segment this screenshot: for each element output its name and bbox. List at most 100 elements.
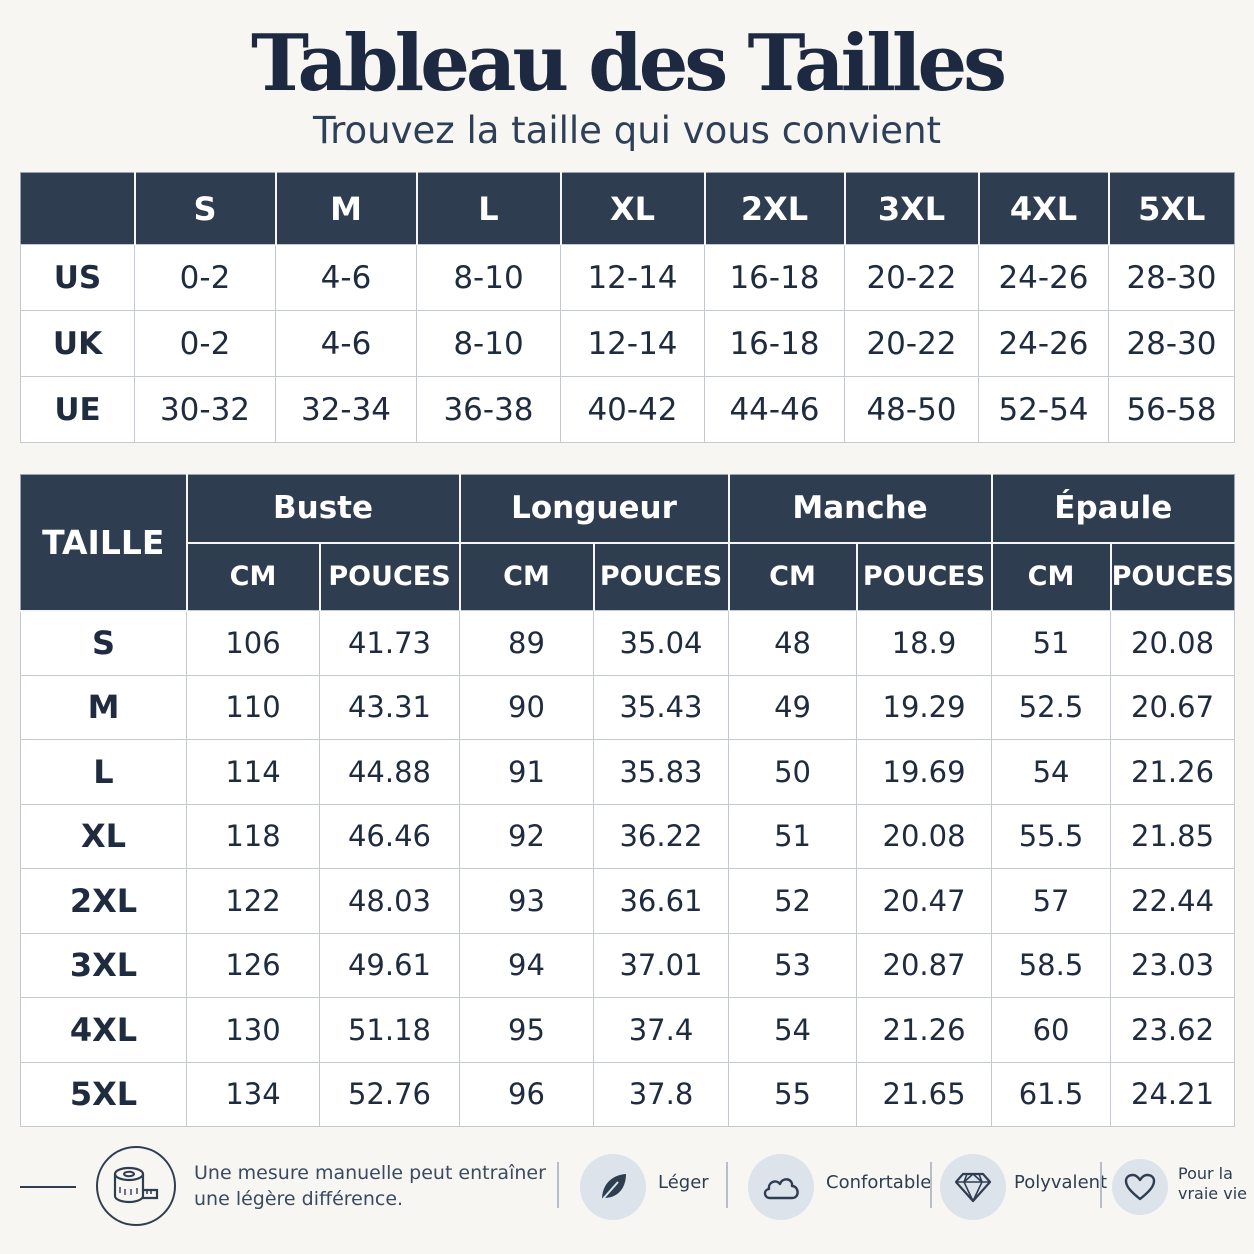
table-cell: 130 (186, 997, 320, 1063)
divider (1100, 1162, 1102, 1208)
table-cell: 36.61 (592, 868, 730, 934)
table-row: UK 0-2 4-6 8-10 12-14 16-18 20-22 24-26 … (20, 310, 1235, 377)
table-cell: 12-14 (560, 244, 705, 311)
table-cell: 61.5 (991, 1061, 1112, 1127)
column-header: 5XL (1108, 172, 1235, 245)
column-header: 2XL (704, 172, 846, 245)
corner-cell (20, 172, 136, 245)
table-cell: 51.18 (319, 997, 460, 1063)
size-label: 2XL (20, 868, 187, 934)
table-cell: 52 (728, 868, 858, 934)
tape-measure-icon (96, 1146, 176, 1226)
table-row: US 0-2 4-6 8-10 12-14 16-18 20-22 24-26 … (20, 244, 1235, 311)
unit-header-cm: CM (459, 542, 595, 611)
table-cell: 20.08 (856, 803, 993, 869)
table-cell: 21.65 (856, 1061, 993, 1127)
column-header: S (134, 172, 277, 245)
size-column-header: TAILLE (20, 474, 188, 612)
table-row: 3XL 126 49.61 94 37.01 53 20.87 58.5 23.03 (20, 932, 1236, 998)
table-cell: 122 (186, 868, 320, 934)
table-cell: 43.31 (319, 674, 460, 740)
page-subtitle: Trouvez la taille qui vous convient (312, 109, 942, 152)
table-cell: 24-26 (978, 310, 1109, 377)
table-cell: 37.8 (592, 1061, 730, 1127)
table-cell: 35.04 (592, 610, 730, 676)
table-cell: 35.83 (592, 739, 730, 805)
table-cell: 21.26 (856, 997, 993, 1063)
table-cell: 19.69 (856, 739, 993, 805)
leaf-icon (580, 1154, 646, 1220)
table-cell: 20-22 (844, 244, 979, 311)
feature-label-line: Pour la (1178, 1164, 1233, 1183)
table-cell: 94 (459, 932, 594, 998)
table-cell: 4-6 (275, 310, 417, 377)
column-header: 4XL (978, 172, 1110, 245)
table-cell: 93 (459, 868, 594, 934)
feature-label-real-life: Pour la vraie vie (1178, 1164, 1247, 1204)
footer: Une mesure manuelle peut entraîner une l… (0, 1140, 1254, 1240)
size-label: M (20, 674, 187, 740)
size-label: 4XL (20, 997, 187, 1063)
table-cell: 56-58 (1108, 376, 1235, 443)
divider (930, 1162, 932, 1208)
table-cell: 46.46 (319, 803, 460, 869)
table-cell: 51 (728, 803, 858, 869)
table-cell: 44.88 (319, 739, 460, 805)
table-row: 2XL 122 48.03 93 36.61 52 20.47 57 22.44 (20, 868, 1236, 934)
table-cell: 0-2 (134, 244, 276, 311)
table-cell: 48-50 (844, 376, 979, 443)
table-cell: 32-34 (275, 376, 417, 443)
column-header: M (275, 172, 418, 245)
table-cell: 21.85 (1110, 803, 1236, 869)
table-cell: 36.22 (592, 803, 730, 869)
group-header-sleeve: Manche (728, 474, 993, 544)
divider (20, 1186, 76, 1188)
measurement-note: Une mesure manuelle peut entraîner une l… (194, 1160, 546, 1212)
unit-header-cm: CM (728, 542, 858, 611)
table-row: 4XL 130 51.18 95 37.4 54 21.26 60 23.62 (20, 997, 1236, 1063)
column-header: L (416, 172, 562, 245)
table-cell: 20.08 (1110, 610, 1236, 676)
table-cell: 110 (186, 674, 320, 740)
table-cell: 60 (991, 997, 1112, 1063)
unit-header-cm: CM (186, 542, 321, 611)
table-cell: 24.21 (1110, 1061, 1236, 1127)
unit-header-cm: CM (991, 542, 1112, 611)
table-cell: 118 (186, 803, 320, 869)
column-header: XL (560, 172, 706, 245)
page-title: Tableau des Tailles (250, 18, 1007, 109)
table-cell: 54 (991, 739, 1112, 805)
table-cell: 4-6 (275, 244, 417, 311)
divider (726, 1162, 728, 1208)
diamond-icon (940, 1154, 1006, 1220)
table-row: XL 118 46.46 92 36.22 51 20.08 55.5 21.85 (20, 803, 1236, 869)
feature-label-versatile: Polyvalent (1014, 1172, 1108, 1193)
table-cell: 52.5 (991, 674, 1112, 740)
heart-icon (1112, 1159, 1168, 1215)
table-cell: 40-42 (560, 376, 705, 443)
table-cell: 16-18 (704, 244, 845, 311)
table-cell: 55 (728, 1061, 858, 1127)
size-label: 5XL (20, 1061, 187, 1127)
table-cell: 92 (459, 803, 594, 869)
column-header: 3XL (844, 172, 980, 245)
cloud-icon (748, 1154, 814, 1220)
table-cell: 18.9 (856, 610, 993, 676)
size-label: L (20, 739, 187, 805)
table-row: UE 30-32 32-34 36-38 40-42 44-46 48-50 5… (20, 376, 1235, 443)
table-cell: 106 (186, 610, 320, 676)
table-cell: 12-14 (560, 310, 705, 377)
table-row: M 110 43.31 90 35.43 49 19.29 52.5 20.67 (20, 674, 1236, 740)
table-cell: 28-30 (1108, 310, 1235, 377)
table-cell: 20-22 (844, 310, 979, 377)
unit-header-row: CM POUCES CM POUCES CM POUCES CM POUCES (21, 542, 1235, 611)
note-line: une légère différence. (194, 1188, 404, 1210)
table-cell: 49 (728, 674, 858, 740)
table-cell: 52.76 (319, 1061, 460, 1127)
table-cell: 22.44 (1110, 868, 1236, 934)
table-cell: 95 (459, 997, 594, 1063)
table-cell: 48.03 (319, 868, 460, 934)
group-header-shoulder: Épaule (991, 474, 1235, 544)
table-row: L 114 44.88 91 35.83 50 19.69 54 21.26 (20, 739, 1236, 805)
table-cell: 23.03 (1110, 932, 1236, 998)
